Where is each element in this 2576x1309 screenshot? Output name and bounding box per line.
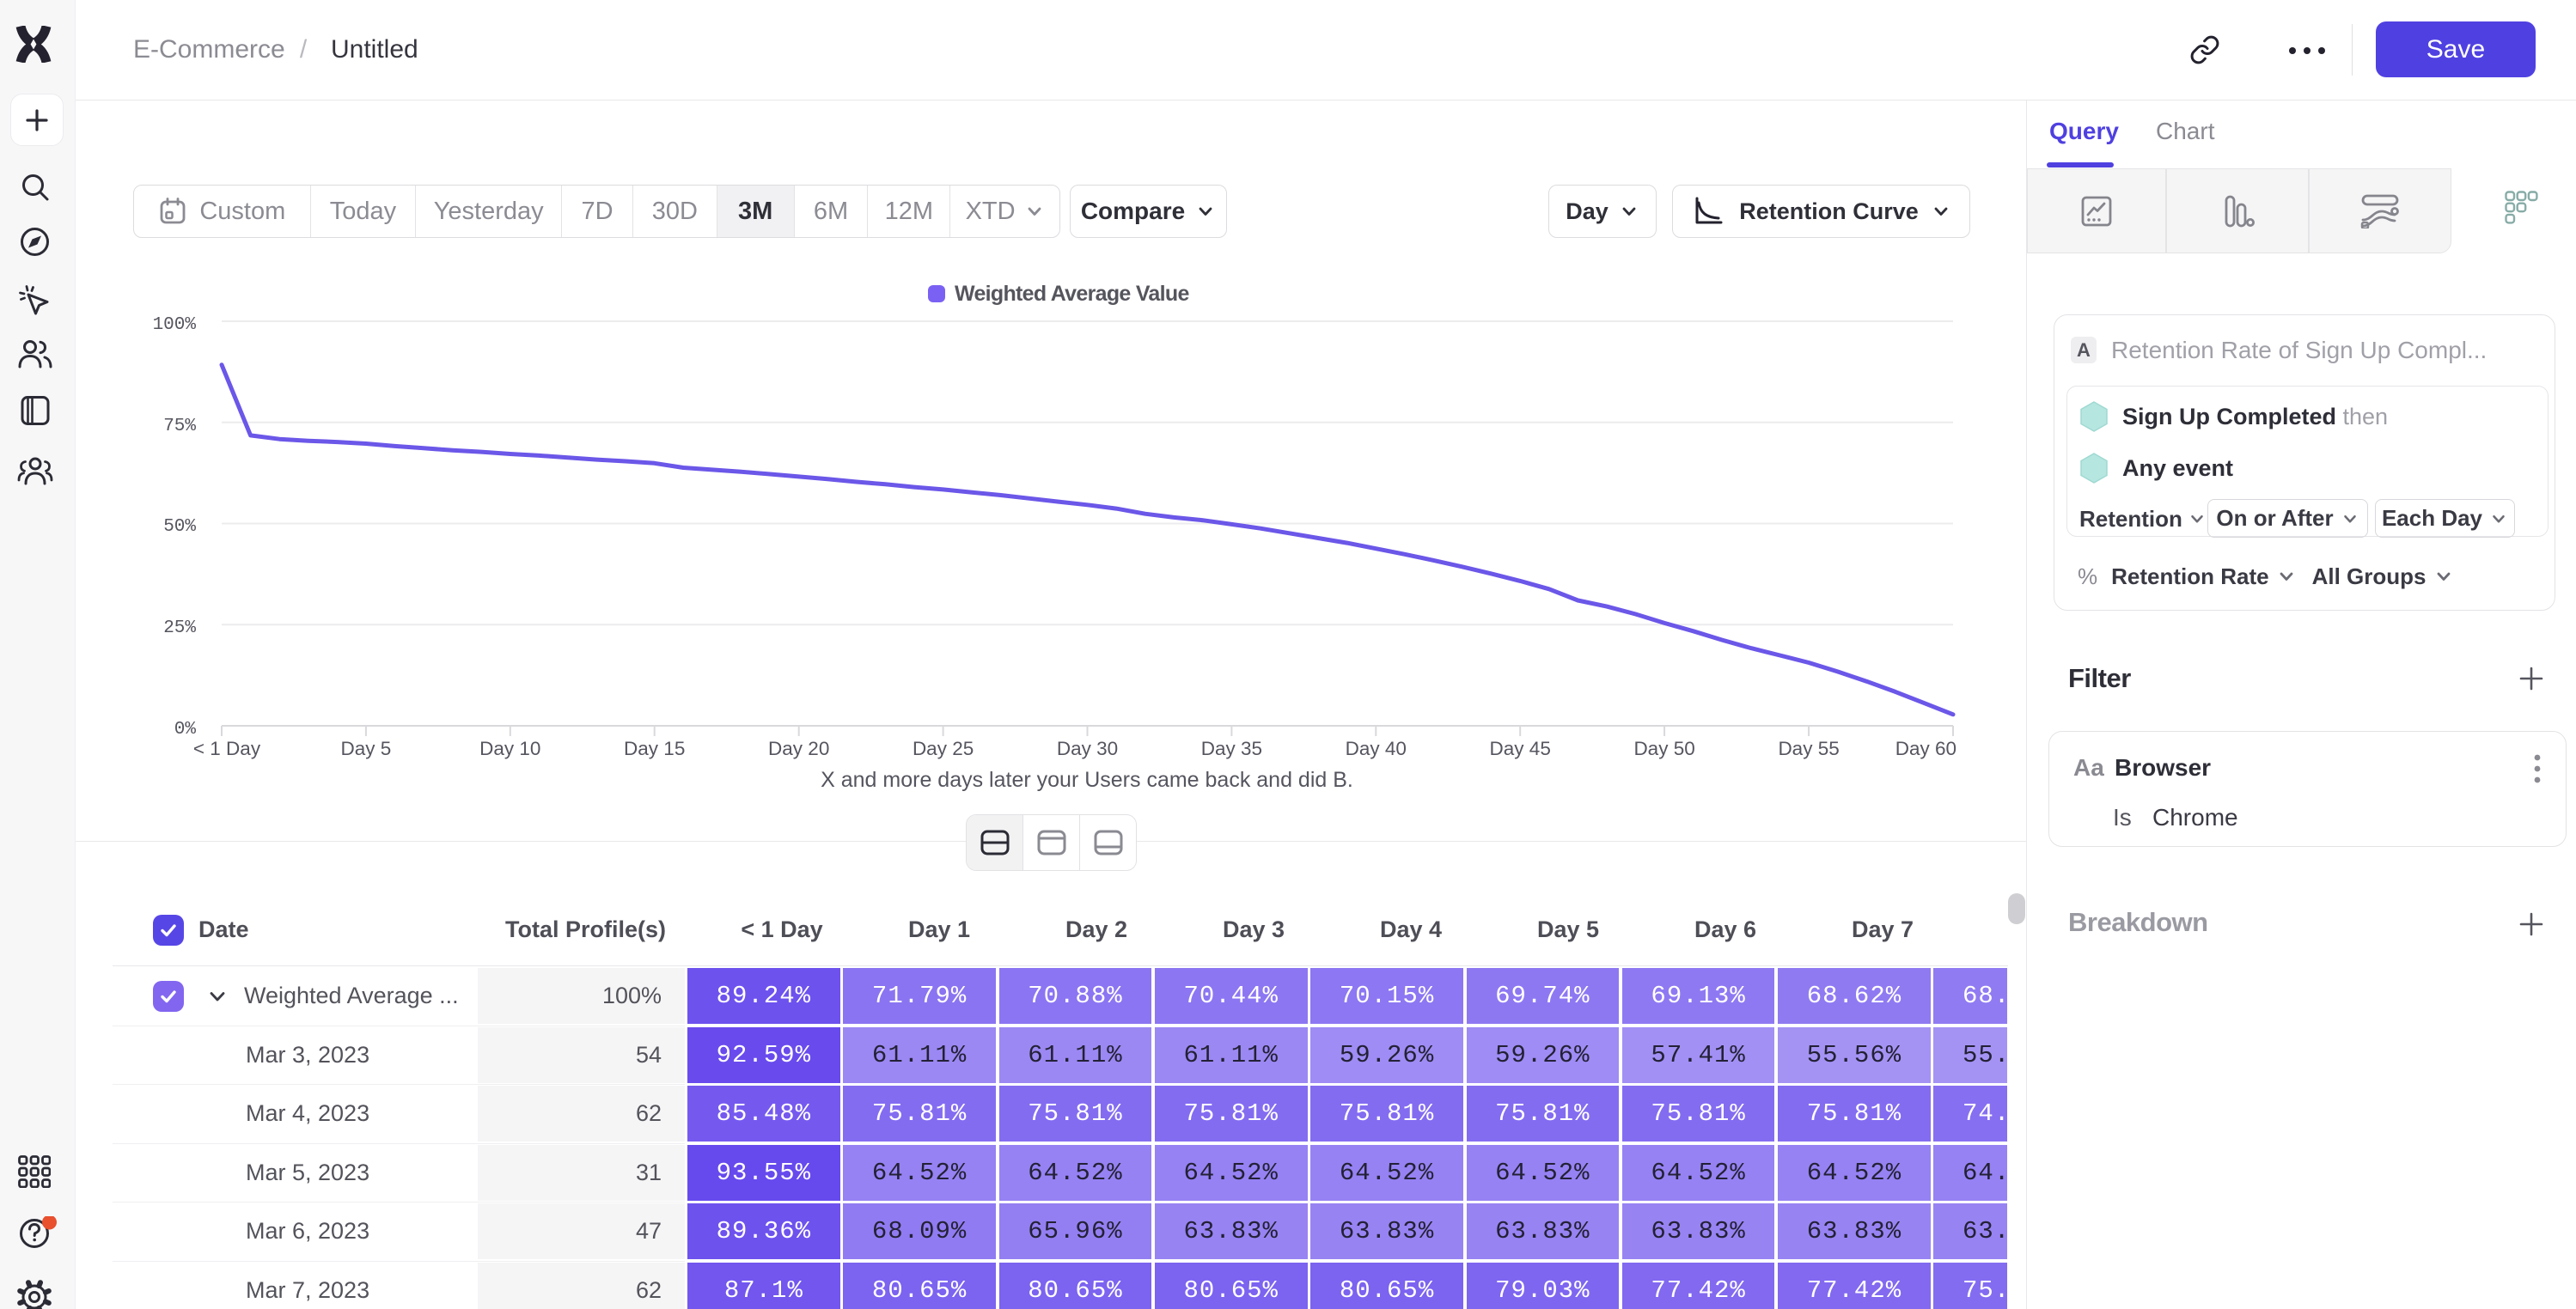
svg-text:Day 35: Day 35 [1201, 738, 1262, 759]
svg-text:50%: 50% [163, 517, 196, 537]
svg-text:Day 45: Day 45 [1490, 738, 1551, 759]
svg-text:Day 10: Day 10 [479, 738, 540, 759]
svg-text:Day 5: Day 5 [341, 738, 392, 759]
svg-text:75%: 75% [163, 417, 196, 436]
svg-text:Day 25: Day 25 [913, 738, 974, 759]
svg-text:Day 55: Day 55 [1778, 738, 1839, 759]
svg-text:Day 30: Day 30 [1057, 738, 1118, 759]
svg-text:< 1 Day: < 1 Day [193, 738, 261, 759]
svg-text:Day 20: Day 20 [768, 738, 829, 759]
svg-text:Day 40: Day 40 [1346, 738, 1407, 759]
svg-text:0%: 0% [174, 720, 197, 740]
svg-text:Day 50: Day 50 [1633, 738, 1694, 759]
svg-text:Day 60: Day 60 [1895, 738, 1956, 759]
svg-text:25%: 25% [163, 618, 196, 638]
svg-text:100%: 100% [153, 315, 197, 335]
svg-text:Day 15: Day 15 [624, 738, 685, 759]
